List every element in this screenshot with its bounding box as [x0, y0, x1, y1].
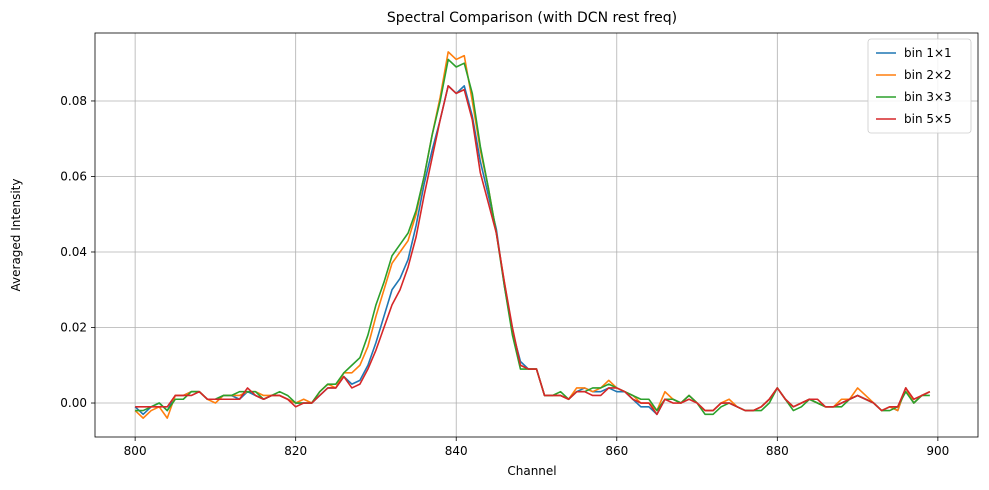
series-lines	[134, 51, 931, 419]
y-tick-label: 0.02	[60, 321, 87, 335]
y-axis-ticks: 0.00 0.02 0.04 0.06 0.08	[60, 94, 95, 410]
x-tick-label: 800	[124, 444, 147, 458]
series-line-2	[134, 51, 931, 419]
chart-title: Spectral Comparison (with DCN rest freq)	[387, 10, 677, 26]
legend-label: bin 1×1	[904, 46, 952, 60]
y-tick-label: 0.04	[60, 245, 87, 259]
grid	[95, 33, 978, 437]
x-tick-label: 840	[445, 444, 468, 458]
y-tick-label: 0.00	[60, 396, 87, 410]
x-tick-label: 880	[766, 444, 789, 458]
legend-label: bin 2×2	[904, 68, 952, 82]
plot-frame	[94, 32, 979, 438]
x-axis-ticks: 800 820 840 860 880 900	[124, 437, 949, 458]
legend-label: bin 5×5	[904, 112, 952, 126]
y-tick-label: 0.06	[60, 169, 87, 183]
series-line-4	[135, 85, 931, 416]
legend-box	[867, 38, 972, 134]
x-axis-label: Channel	[507, 464, 556, 478]
series-line-3	[135, 58, 930, 416]
legend: bin 1×1 bin 2×2 bin 3×3 bin 5×5	[867, 38, 972, 134]
y-axis-label: Averaged Intensity	[9, 179, 23, 292]
x-tick-label: 860	[605, 444, 628, 458]
legend-label: bin 3×3	[904, 90, 952, 104]
series-line-1	[134, 85, 931, 416]
y-tick-label: 0.08	[60, 94, 87, 108]
x-tick-label: 900	[926, 444, 949, 458]
x-tick-label: 820	[284, 444, 307, 458]
